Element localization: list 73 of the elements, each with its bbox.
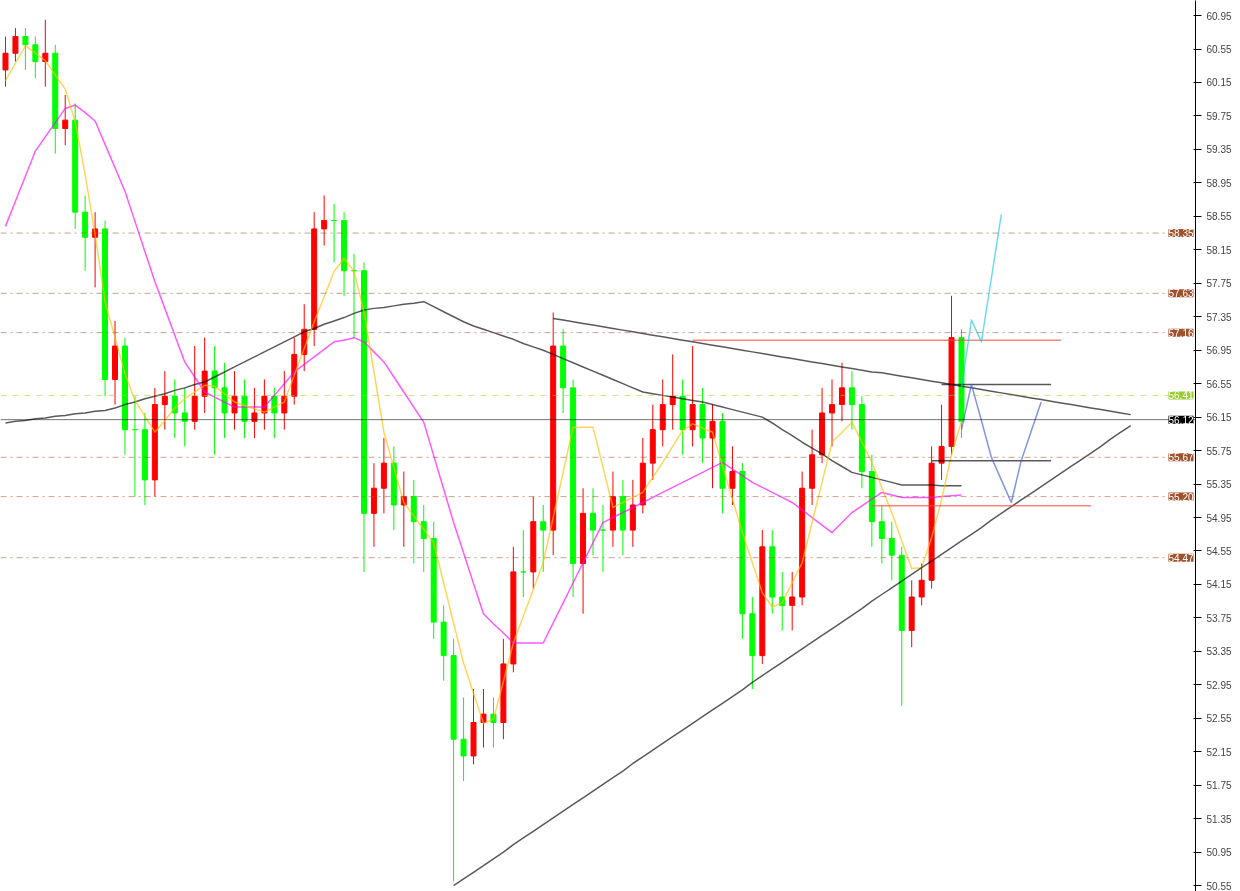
y-tick-label: 56.15 (1206, 412, 1232, 424)
y-tick-label: 52.15 (1206, 746, 1232, 758)
ref-line-label: 56.41 (1168, 390, 1194, 402)
candlestick (599, 504, 606, 573)
candlestick (321, 194, 328, 247)
candlestick (669, 353, 676, 431)
y-tick-label: 57.35 (1206, 311, 1232, 323)
y-tick-label: 56.55 (1206, 378, 1232, 390)
candlestick (888, 521, 895, 581)
candlestick (251, 387, 258, 439)
ref-line-label: 55.67 (1168, 452, 1194, 464)
candlestick (22, 27, 29, 71)
ref-line-label: 54.47 (1168, 552, 1194, 564)
y-tick-label: 60.15 (1206, 77, 1232, 89)
y-tick-label: 51.35 (1206, 813, 1232, 825)
y-tick-label: 54.95 (1206, 512, 1232, 524)
ref-line-label: 57.16 (1168, 327, 1194, 339)
ref-line-label: 57.63 (1168, 288, 1194, 300)
candlestick (62, 94, 69, 146)
y-tick-label: 57.75 (1206, 278, 1232, 290)
candlestick (789, 571, 796, 631)
candlestick (211, 345, 218, 456)
candlestick (729, 445, 736, 506)
candlestick (231, 370, 238, 431)
candlestick (938, 404, 945, 481)
y-tick-label: 55.75 (1206, 445, 1232, 457)
y-tick-label: 56.95 (1206, 345, 1232, 357)
y-tick-label: 58.55 (1206, 211, 1232, 223)
candlestick (171, 378, 178, 439)
y-tick-label: 60.95 (1206, 10, 1232, 22)
candlestick (540, 504, 547, 573)
y-tick-label: 50.95 (1206, 847, 1232, 859)
y-tick-label: 50.55 (1206, 880, 1232, 891)
candlestick (32, 35, 39, 79)
candlestick (460, 696, 467, 782)
candlestick (181, 387, 188, 447)
candlestick (848, 370, 855, 431)
candlestick (2, 35, 9, 88)
candlestick (271, 387, 278, 439)
candlestick (480, 688, 487, 749)
y-tick-label: 54.15 (1206, 579, 1232, 591)
y-tick-label: 59.75 (1206, 110, 1232, 122)
candlestick (490, 696, 497, 749)
candlestick (281, 370, 288, 431)
candlestick (12, 27, 19, 63)
candlestick (400, 471, 407, 548)
y-tick-label: 52.55 (1206, 713, 1232, 725)
y-tick-label: 54.55 (1206, 546, 1232, 557)
y-tick-label: 53.75 (1206, 612, 1232, 624)
ref-line-label: 55.20 (1168, 491, 1194, 503)
candlestick (918, 563, 925, 606)
candlestick (42, 19, 49, 88)
candlestick (161, 370, 168, 431)
y-tick-label: 58.15 (1206, 244, 1232, 256)
ref-line-label: 56.12 (1168, 414, 1194, 426)
ref-line-label: 58.35 (1168, 228, 1194, 240)
y-tick-label: 58.95 (1206, 177, 1232, 189)
y-tick-label: 52.95 (1206, 679, 1232, 691)
candlestick (92, 211, 99, 288)
candlestick (709, 404, 716, 489)
candlestick (261, 378, 268, 431)
y-tick-label: 55.35 (1206, 479, 1232, 491)
candlestick (590, 487, 597, 556)
y-tick-label: 60.55 (1206, 44, 1232, 56)
y-tick-label: 53.35 (1206, 646, 1232, 658)
y-tick-label: 59.35 (1206, 144, 1232, 156)
candlestick (878, 504, 885, 565)
candlestick (520, 529, 527, 598)
candlestick (779, 571, 786, 631)
candlestick (420, 504, 427, 573)
candlestick (838, 362, 845, 422)
y-tick-label: 51.75 (1206, 780, 1232, 792)
candlestick (829, 378, 836, 447)
